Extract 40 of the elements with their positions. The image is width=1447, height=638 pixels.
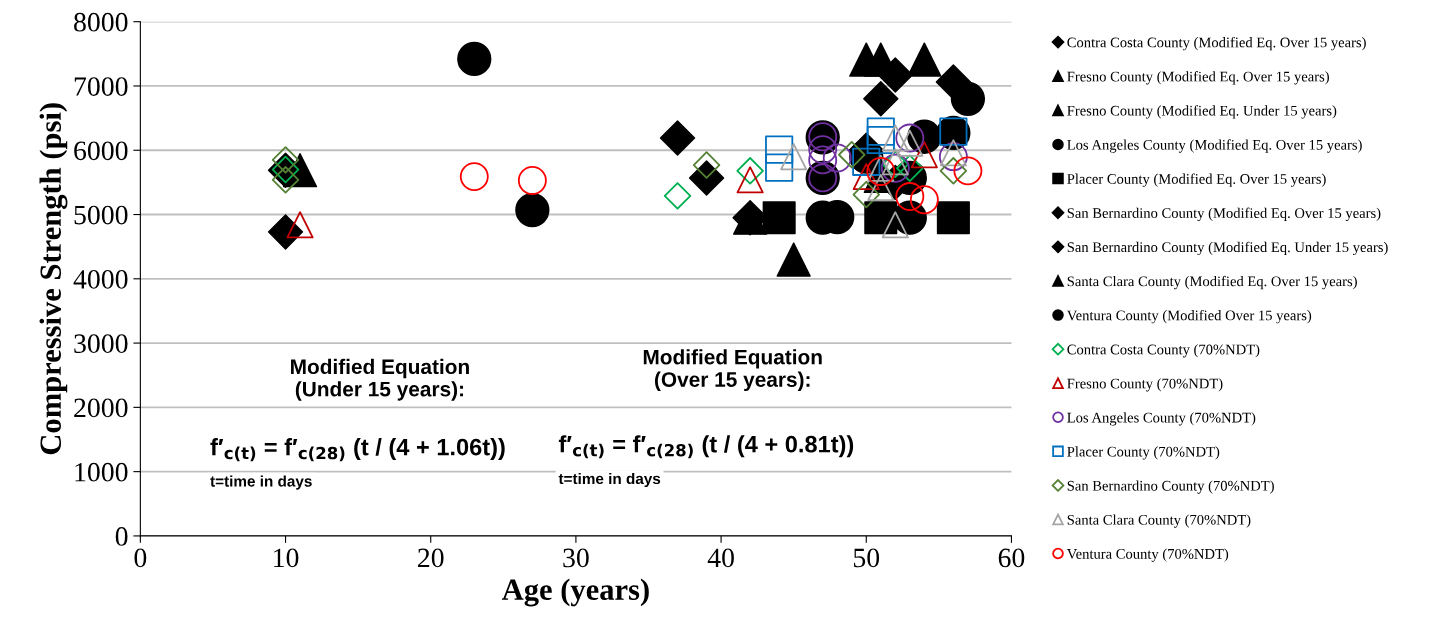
annotation: t=time in days — [558, 472, 661, 488]
x-tick-label: 60 — [998, 548, 1025, 568]
x-tick-label: 10 — [274, 548, 299, 568]
annotation: f′$_{c(t)}$ = f′$_{c(28)}$ (t / (4 + 0.81t)) — [558, 435, 854, 459]
legend-label: Contra Costa County (70%NDT) — [1067, 344, 1260, 358]
x-tick-label: 20 — [418, 548, 444, 568]
x-tick-label: 40 — [707, 548, 734, 568]
annotation: f′$_{c(t)}$ = f′$_{c(28)}$ (t / (4 + 1.06t)) — [210, 438, 505, 462]
y-tick-label: 3000 — [74, 334, 128, 353]
legend-label: Santa Clara County (Modified Eq. Over 15 years) — [1067, 275, 1357, 290]
legend-label: Placer County (70%NDT) — [1067, 446, 1220, 460]
legend-label: Fresno County (Modified Eq. Under 15 years) — [1067, 105, 1337, 119]
annotation: Modified Equation (Over 15 years): — [643, 349, 822, 392]
y-axis-title: Compressive Strength (psi) — [39, 103, 68, 455]
y-tick-label: 0 — [115, 527, 128, 546]
y-tick-label: 1000 — [75, 462, 128, 482]
legend-label: Fresno County (Modified Eq. Over 15 years) — [1067, 71, 1329, 85]
x-tick-label: 0 — [134, 548, 147, 568]
legend-label: San Bernardino County (Modified Eq. Over 15 years) — [1067, 207, 1381, 221]
legend-label: Los Angeles County (70%NDT) — [1067, 412, 1256, 426]
legend-label: Placer County (Modified Eq. Over 15 years) — [1067, 173, 1326, 187]
y-tick-label: 8000 — [74, 12, 128, 32]
legend-label: Los Angeles County (Modified Eq. Over 15 years) — [1067, 139, 1362, 153]
y-tick-label: 7000 — [74, 77, 128, 96]
legend-label: San Bernardino County (70%NDT) — [1067, 480, 1274, 494]
legend-label: Contra Costa County (Modified Eq. Over 15 years) — [1067, 36, 1366, 51]
annotation: Modified Equation (Under 15 years): — [291, 358, 469, 401]
legend-label: Santa Clara County (70%NDT) — [1067, 514, 1251, 528]
y-tick-label: 4000 — [73, 269, 128, 289]
y-tick-label: 5000 — [74, 205, 128, 225]
legend-label: Fresno County (70%NDT) — [1067, 378, 1223, 392]
x-tick-label: 50 — [854, 548, 880, 568]
annotation: t=time in days — [210, 475, 312, 490]
x-tick-label: 30 — [563, 548, 589, 568]
legend-label: Ventura County (70%NDT) — [1066, 548, 1229, 562]
legend-label: San Bernardino County (Modified Eq. Under 15 years) — [1067, 241, 1388, 256]
legend-label: Ventura County (Modified Over 15 years) — [1066, 309, 1312, 324]
y-tick-label: 2000 — [74, 398, 128, 418]
y-tick-label: 6000 — [74, 141, 128, 161]
x-axis-title: Age (years) — [501, 578, 649, 607]
